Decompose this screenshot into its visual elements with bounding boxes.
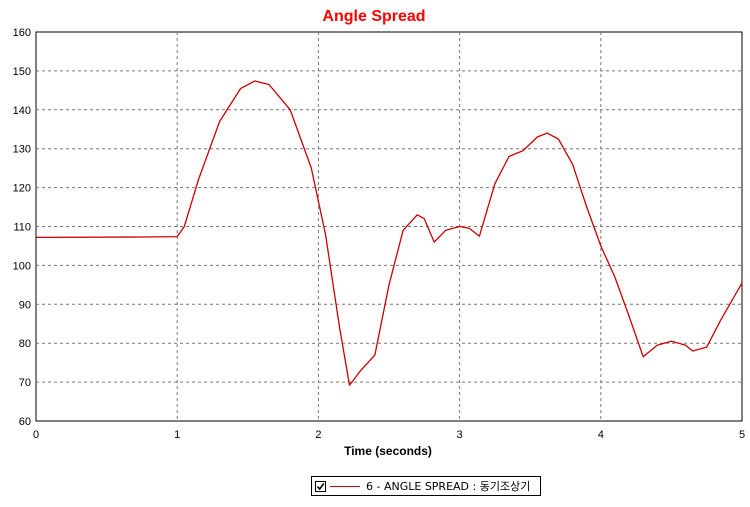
x-tick-label: 0 <box>33 429 39 441</box>
legend: 6 - ANGLE SPREAD : 동기조상기 <box>311 476 541 496</box>
y-tick-label: 90 <box>19 299 31 311</box>
legend-label: 6 - ANGLE SPREAD : 동기조상기 <box>366 480 531 493</box>
y-tick-label: 120 <box>13 183 31 195</box>
x-tick-label: 5 <box>739 429 745 441</box>
x-tick-label: 4 <box>598 429 604 441</box>
y-axis-ticks: 60 70 80 90 100 110 120 130 140 150 160 <box>13 27 31 428</box>
series-layer <box>35 80 743 386</box>
y-tick-label: 140 <box>13 105 31 117</box>
x-axis-label: Time (seconds) <box>344 444 432 458</box>
y-tick-label: 80 <box>19 338 31 350</box>
y-tick-label: 160 <box>13 27 31 39</box>
y-tick-label: 110 <box>13 222 31 234</box>
series-line <box>35 80 743 386</box>
y-tick-label: 70 <box>19 377 31 389</box>
legend-checkbox[interactable] <box>315 480 326 492</box>
y-tick-label: 130 <box>13 144 31 156</box>
chart-title: Angle Spread <box>322 8 425 25</box>
x-axis-ticks: 0 1 2 3 4 5 <box>33 429 745 441</box>
y-tick-label: 150 <box>13 66 31 78</box>
x-tick-label: 1 <box>174 429 180 441</box>
legend-line-swatch <box>330 485 360 487</box>
x-tick-label: 3 <box>457 429 463 441</box>
y-tick-label: 60 <box>19 416 31 428</box>
y-tick-label: 100 <box>13 260 31 272</box>
x-tick-label: 2 <box>315 429 321 441</box>
checkmark-icon <box>316 482 325 490</box>
